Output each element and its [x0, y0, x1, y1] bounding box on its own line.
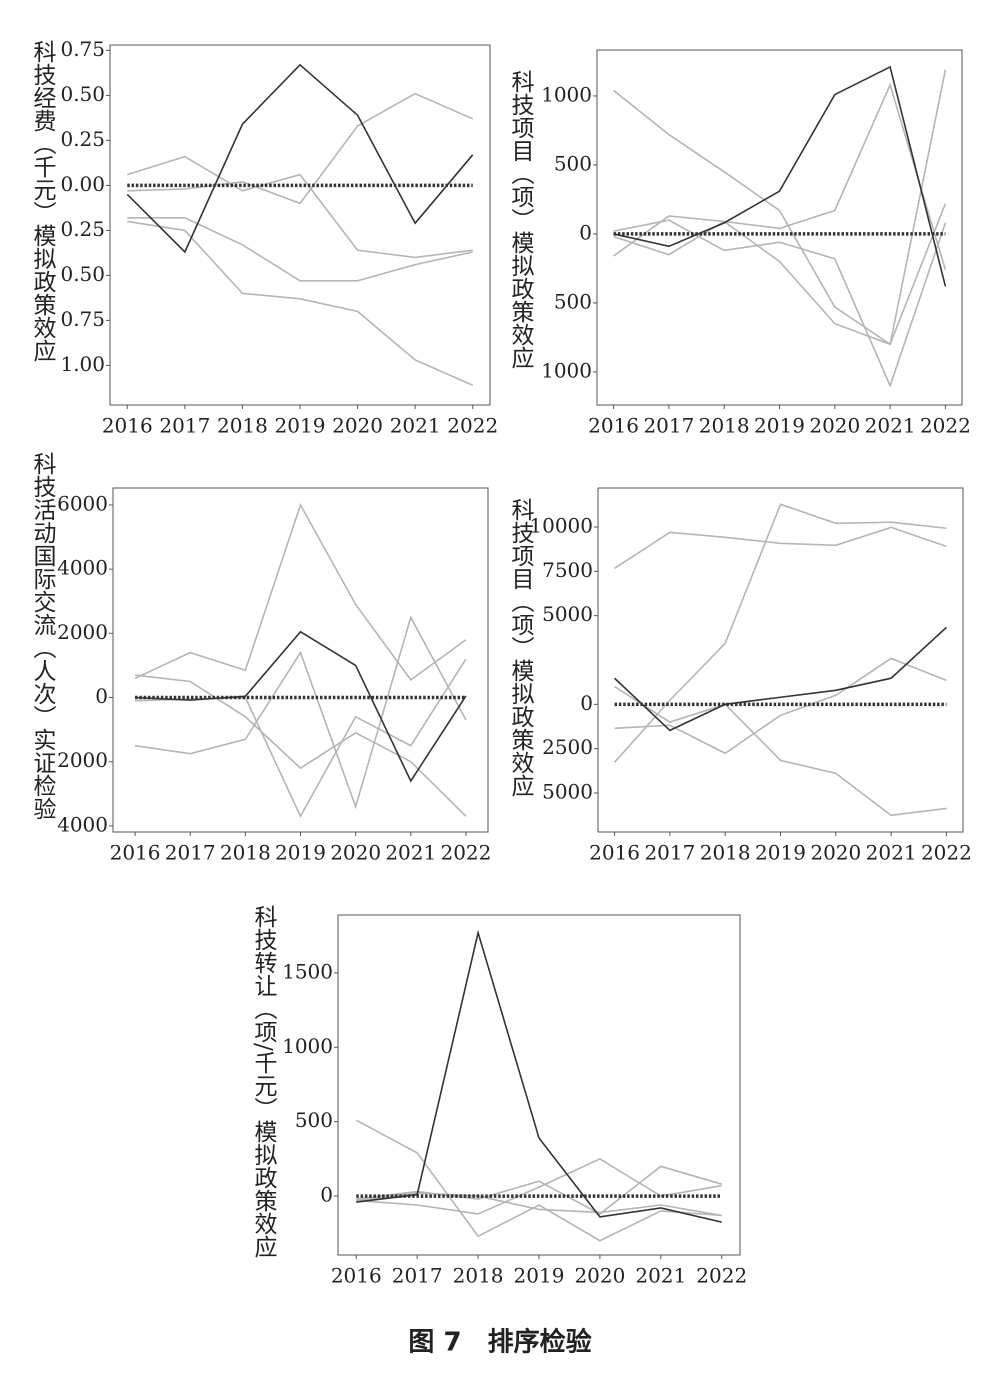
x-tick-label: 2020 [332, 414, 383, 438]
x-tick-label: 2018 [700, 841, 751, 865]
x-tick-label: 2016 [110, 841, 161, 865]
y-tick-label: 0.25 [60, 217, 105, 241]
y-tick-label: 4000 [57, 812, 108, 836]
y-tick-label: 6000 [57, 492, 108, 516]
series-line [613, 65, 947, 287]
x-tick-label: 2018 [220, 841, 271, 865]
plot-frame [597, 487, 964, 833]
x-tick-label: 2020 [330, 841, 381, 865]
y-tick-label: 4000 [57, 556, 108, 580]
y-tick-label: 2000 [57, 748, 108, 772]
y-axis-label: 科技项目（项）模拟政策效应 [507, 70, 535, 369]
x-tick-label: 2017 [159, 414, 210, 438]
x-tick-label: 2019 [754, 414, 805, 438]
y-tick-label: 0.75 [60, 307, 105, 331]
x-tick-label: 2021 [390, 414, 441, 438]
caption: 图 7 排序检验 [408, 1327, 591, 1358]
x-tick-label: 2022 [921, 841, 972, 865]
y-tick-label: 0.00 [60, 172, 105, 196]
x-tick-label: 2021 [385, 841, 436, 865]
y-axis-label: 科技项目（项）模拟政策效应 [507, 498, 535, 797]
x-tick-label: 2022 [447, 414, 498, 438]
series-line [127, 92, 474, 205]
series-line [614, 685, 947, 817]
y-tick-label: 0 [95, 684, 108, 708]
series-line [613, 69, 947, 346]
y-tick-label: 5000 [542, 602, 593, 626]
series-line [613, 503, 947, 763]
x-tick-label: 2018 [699, 414, 750, 438]
x-tick-label: 2019 [755, 841, 806, 865]
x-tick-label: 2018 [453, 1264, 504, 1288]
series-line [134, 615, 467, 810]
x-tick-label: 2017 [644, 841, 695, 865]
x-tick-label: 2020 [574, 1264, 625, 1288]
x-tick-label: 2020 [809, 414, 860, 438]
series-line [614, 657, 947, 755]
series-line [613, 82, 947, 271]
x-tick-label: 2022 [440, 841, 491, 865]
series-line [355, 1119, 722, 1242]
series-line [135, 658, 467, 819]
y-tick-label: 7500 [542, 558, 593, 582]
series-line [135, 630, 467, 783]
y-tick-label: 1500 [282, 959, 333, 983]
series-line [356, 1157, 722, 1215]
y-tick-label: 0.25 [60, 127, 105, 151]
series-line [356, 929, 722, 1223]
y-tick-label: 0 [580, 691, 593, 715]
series-line [614, 526, 947, 569]
x-tick-label: 2018 [217, 414, 268, 438]
series-line [127, 155, 473, 259]
x-tick-label: 2017 [165, 841, 216, 865]
y-tick-label: 5000 [542, 779, 593, 803]
series-line [127, 217, 473, 282]
series-line [613, 89, 947, 346]
y-tick-label: 0.75 [60, 37, 105, 61]
x-tick-label: 2019 [275, 841, 326, 865]
x-tick-label: 2017 [392, 1264, 443, 1288]
x-tick-label: 2021 [635, 1264, 686, 1288]
series-line [126, 63, 474, 254]
y-tick-label: 1000 [282, 1034, 333, 1058]
x-tick-label: 2016 [588, 414, 639, 438]
y-tick-label: 500 [554, 151, 592, 175]
x-tick-label: 2019 [514, 1264, 565, 1288]
y-axis-label: 科技活动国际交流（人次）实证检验 [29, 452, 57, 820]
plot-frame [109, 44, 491, 406]
series-line [614, 626, 947, 732]
x-tick-label: 2021 [866, 841, 917, 865]
series-line [134, 503, 467, 682]
y-tick-label: 0 [320, 1183, 333, 1207]
y-tick-label: 1000 [541, 82, 592, 106]
x-tick-label: 2016 [102, 414, 153, 438]
y-tick-label: 2500 [542, 735, 593, 759]
x-tick-label: 2021 [865, 414, 916, 438]
x-tick-label: 2022 [696, 1264, 747, 1288]
x-tick-label: 2022 [920, 414, 971, 438]
series-line [127, 220, 474, 386]
x-tick-label: 2020 [810, 841, 861, 865]
series-line [613, 219, 947, 388]
plot-frame [112, 487, 489, 833]
y-axis-label: 科技经费（千元）模拟政策效应 [29, 40, 57, 362]
y-tick-label: 10000 [529, 514, 593, 538]
x-tick-label: 2016 [589, 841, 640, 865]
y-tick-label: 500 [295, 1108, 333, 1132]
x-tick-label: 2016 [331, 1264, 382, 1288]
y-axis-label: 科技转让（项/千元）模拟政策效应 [250, 905, 278, 1258]
y-tick-label: 0.50 [60, 82, 105, 106]
y-tick-label: 0.50 [60, 262, 105, 286]
y-tick-label: 0 [579, 220, 592, 244]
y-tick-label: 500 [554, 289, 592, 313]
x-tick-label: 2017 [643, 414, 694, 438]
y-tick-label: 1000 [541, 358, 592, 382]
x-tick-label: 2019 [275, 414, 326, 438]
y-tick-label: 1.00 [60, 352, 105, 376]
y-tick-label: 2000 [57, 620, 108, 644]
series-line [134, 674, 467, 817]
